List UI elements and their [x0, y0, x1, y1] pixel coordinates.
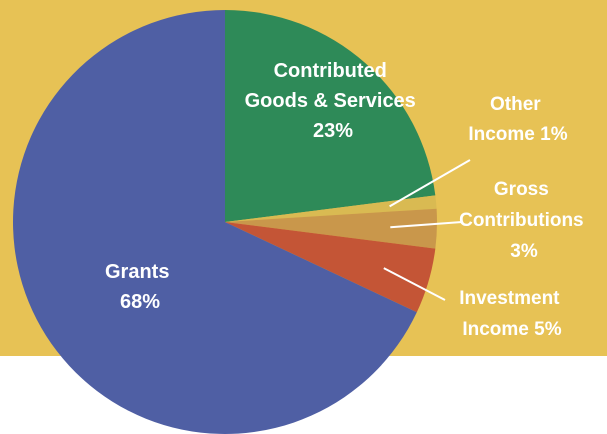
- slice-label-investment: Investment Income 5%: [459, 288, 565, 340]
- pie-slice-contributed: [225, 10, 436, 222]
- leader-lines: [383, 159, 471, 301]
- slice-label-gross-line-2: Contributions: [459, 210, 584, 231]
- slice-label-gross-line-1: Gross: [494, 179, 549, 200]
- leader-line-other: [389, 159, 471, 208]
- slice-label-grants-line-1: Grants: [105, 261, 169, 283]
- leader-line-gross: [390, 221, 463, 229]
- slice-label-contributed-line-1: Contributed: [274, 60, 387, 82]
- slice-label-contributed-line-3: 23%: [313, 120, 353, 142]
- pie-slice-grants: [12, 10, 417, 434]
- slice-label-gross-line-3: 3%: [510, 241, 538, 262]
- slice-label-investment-line-1: Investment: [459, 288, 560, 309]
- slice-label-other-line-2: Income 1%: [468, 124, 567, 145]
- slice-label-contributed: Contributed Goods & Services 23%: [245, 60, 422, 142]
- pie-slice-other: [225, 195, 437, 222]
- pie-slice-gross: [225, 208, 437, 249]
- slice-label-investment-line-2: Income 5%: [462, 319, 561, 340]
- slice-label-grants-line-2: 68%: [120, 291, 160, 313]
- slice-label-gross: Gross Contributions 3%: [459, 179, 589, 262]
- slice-label-grants: Grants 68%: [105, 261, 175, 313]
- pie-slice-investment: [225, 222, 436, 313]
- leader-line-investment: [383, 267, 446, 301]
- pie-slices: [12, 10, 437, 434]
- slice-label-other: Other Income 1%: [468, 94, 567, 145]
- slice-label-other-line-1: Other: [490, 94, 541, 115]
- slice-label-contributed-line-2: Goods & Services: [245, 90, 416, 112]
